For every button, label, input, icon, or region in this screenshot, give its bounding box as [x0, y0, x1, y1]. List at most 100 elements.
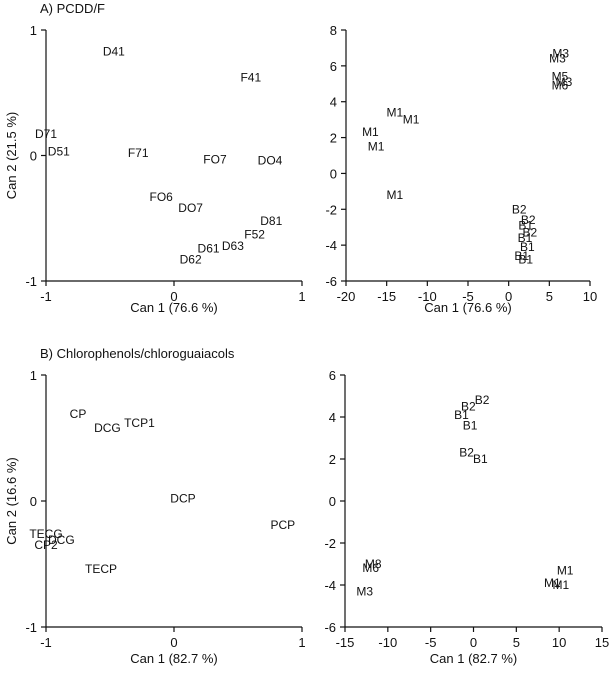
data-point-label: TECP [85, 562, 117, 576]
data-point-label: D63 [222, 239, 244, 253]
data-point-label: M3 [552, 46, 569, 60]
y-tick-label: 6 [330, 59, 337, 74]
y-tick-label: 2 [330, 131, 337, 146]
data-point-label: M1 [557, 563, 574, 577]
y-tick-label: 0 [330, 166, 337, 181]
data-point-label: B2 [522, 226, 537, 240]
data-point-label: B2 [512, 202, 527, 216]
x-tick-label: -20 [337, 289, 356, 304]
data-point-label: F41 [240, 71, 261, 85]
data-point-label: B1 [520, 240, 535, 254]
y-tick-label: 6 [329, 368, 336, 383]
data-point-label: M6 [552, 79, 569, 93]
data-point-label: M1 [553, 578, 570, 592]
data-point-label: B1 [463, 418, 478, 432]
x-tick-label: 0 [170, 635, 177, 650]
x-tick-label: 10 [552, 635, 566, 650]
data-point-label: M1 [362, 125, 379, 139]
data-point-label: D81 [260, 214, 282, 228]
data-point-label: M8 [365, 557, 382, 571]
data-point-label: CP2 [34, 538, 58, 552]
x-tick-label: 0 [170, 289, 177, 304]
x-tick-label: 0 [505, 289, 512, 304]
x-tick-label: -5 [462, 289, 474, 304]
y-axis-label: Can 2 (16.6 %) [4, 457, 19, 544]
y-tick-label: -6 [325, 274, 337, 289]
y-tick-label: 0 [329, 494, 336, 509]
data-point-label: B2 [475, 393, 490, 407]
x-tick-label: 15 [595, 635, 609, 650]
x-tick-label: 5 [546, 289, 553, 304]
chart-title: A) PCDD/F [40, 1, 105, 16]
data-point-label: DCG [94, 421, 121, 435]
data-point-label: B1 [518, 252, 533, 266]
data-point-label: M1 [403, 113, 420, 127]
data-point-label: D71 [35, 127, 57, 141]
data-point-label: B1 [518, 231, 533, 245]
y-tick-label: -1 [25, 620, 37, 635]
data-point-label: D61 [198, 241, 220, 255]
data-point-label: M3 [549, 52, 566, 66]
x-tick-label: 5 [513, 635, 520, 650]
x-tick-label: 1 [298, 635, 305, 650]
y-tick-label: 4 [330, 95, 337, 110]
data-point-label: CP [70, 407, 87, 421]
x-tick-label: -15 [377, 289, 396, 304]
data-point-label: DCG [48, 533, 75, 547]
data-point-label: DO4 [258, 154, 283, 168]
data-point-label: D41 [103, 44, 125, 58]
data-point-label: D62 [180, 253, 202, 267]
y-axis-label: Can 2 (21.5 %) [4, 112, 19, 199]
data-point-label: M1 [386, 105, 403, 119]
y-tick-label: 1 [30, 23, 37, 38]
y-tick-label: 0 [30, 149, 37, 164]
data-point-label: M5 [552, 70, 569, 84]
y-tick-label: -2 [325, 202, 337, 217]
data-point-label: D51 [48, 145, 70, 159]
y-tick-label: -4 [324, 578, 336, 593]
y-tick-label: -2 [324, 536, 336, 551]
data-point-label: M1 [386, 188, 403, 202]
chart-chlorophenol-scores: -15 -10 -5 0 5 10 15 -6 -4 -2 0 2 4 6 Can 1 (82.7 %) B2… [324, 368, 609, 666]
data-point-label: F52 [244, 228, 265, 242]
data-point-label: PCP [270, 518, 295, 532]
x-tick-label: -10 [378, 635, 397, 650]
x-tick-label: 0 [470, 635, 477, 650]
data-point-label: DO7 [178, 201, 203, 215]
y-tick-label: 0 [30, 494, 37, 509]
data-point-label: B1 [514, 249, 529, 263]
data-point-label: B1 [454, 408, 469, 422]
data-point-label: M1 [544, 576, 561, 590]
x-tick-label: -5 [425, 635, 437, 650]
y-tick-label: -1 [25, 274, 37, 289]
y-tick-label: 4 [329, 410, 336, 425]
data-point-label: M6 [362, 561, 379, 575]
data-point-label: M3 [556, 75, 573, 89]
y-tick-label: -6 [324, 620, 336, 635]
x-tick-label: -1 [40, 635, 52, 650]
data-point-label: TCP1 [124, 416, 155, 430]
x-tick-label: -1 [40, 289, 52, 304]
data-point-label: B2 [521, 213, 536, 227]
x-axis-label: Can 1 (76.6 %) [424, 300, 511, 315]
x-axis-label: Can 1 (82.7 %) [430, 651, 517, 666]
data-point-label: DCP [170, 491, 195, 505]
y-tick-label: -4 [325, 238, 337, 253]
x-tick-label: -15 [336, 635, 355, 650]
data-point-label: F71 [128, 146, 149, 160]
data-point-label: B2 [461, 400, 476, 414]
data-point-label: M1 [368, 140, 385, 154]
x-tick-label: 10 [583, 289, 597, 304]
data-point-label: FO7 [203, 152, 227, 166]
chart-title: B) Chlorophenols/chloroguaiacols [40, 346, 235, 361]
data-point-label: M3 [356, 584, 373, 598]
y-tick-label: 1 [30, 368, 37, 383]
y-tick-label: 8 [330, 23, 337, 38]
data-point-label: B1 [518, 218, 533, 232]
data-point-label: B1 [473, 452, 488, 466]
data-point-label: B2 [459, 446, 474, 460]
data-point-label: FO6 [150, 190, 174, 204]
